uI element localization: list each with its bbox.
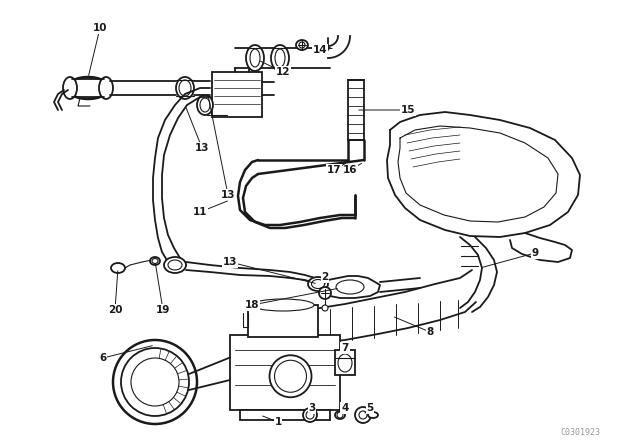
Text: 9: 9	[531, 248, 539, 258]
Ellipse shape	[269, 355, 312, 397]
Circle shape	[322, 305, 328, 311]
Ellipse shape	[152, 258, 158, 263]
Bar	[240, 410, 330, 420]
Ellipse shape	[252, 299, 314, 311]
Ellipse shape	[308, 277, 328, 291]
Ellipse shape	[338, 354, 352, 372]
Bar	[335, 350, 355, 375]
Text: 4: 4	[341, 403, 349, 413]
Ellipse shape	[197, 95, 213, 115]
Circle shape	[113, 340, 197, 424]
Text: 11: 11	[193, 207, 207, 217]
Bar	[230, 335, 340, 410]
Text: 10: 10	[93, 23, 108, 33]
Ellipse shape	[164, 257, 186, 273]
Circle shape	[303, 408, 317, 422]
Ellipse shape	[168, 260, 182, 270]
Ellipse shape	[299, 42, 305, 48]
Circle shape	[359, 411, 367, 419]
Circle shape	[337, 412, 343, 418]
Ellipse shape	[179, 80, 191, 96]
Circle shape	[131, 358, 179, 406]
Ellipse shape	[336, 280, 364, 294]
Text: 13: 13	[195, 143, 209, 153]
Text: C0301923: C0301923	[560, 427, 600, 436]
Text: 6: 6	[99, 353, 107, 363]
Text: 20: 20	[108, 305, 122, 315]
Text: 12: 12	[276, 67, 291, 77]
Text: 3: 3	[308, 403, 316, 413]
Text: 16: 16	[343, 165, 357, 175]
Text: 19: 19	[156, 305, 170, 315]
Circle shape	[355, 407, 371, 423]
Ellipse shape	[200, 98, 210, 112]
Text: 5: 5	[366, 403, 374, 413]
Text: 1: 1	[275, 417, 282, 427]
Circle shape	[306, 411, 314, 419]
Text: 2: 2	[321, 272, 328, 282]
Text: 17: 17	[326, 165, 341, 175]
Bar	[212, 72, 262, 117]
Ellipse shape	[246, 45, 264, 71]
Text: 8: 8	[426, 327, 434, 337]
Ellipse shape	[271, 45, 289, 71]
Ellipse shape	[250, 49, 260, 67]
Ellipse shape	[296, 40, 308, 50]
Ellipse shape	[99, 77, 113, 99]
Text: 15: 15	[401, 105, 415, 115]
Ellipse shape	[275, 49, 285, 67]
Ellipse shape	[67, 77, 109, 99]
Circle shape	[319, 287, 331, 299]
Text: 13: 13	[223, 257, 237, 267]
Bar	[248, 305, 318, 337]
Ellipse shape	[335, 411, 345, 419]
Ellipse shape	[176, 77, 194, 99]
Ellipse shape	[312, 280, 324, 289]
Ellipse shape	[150, 257, 160, 265]
Text: 7: 7	[341, 343, 349, 353]
Circle shape	[121, 348, 189, 416]
Text: 13: 13	[221, 190, 236, 200]
Text: 18: 18	[244, 300, 259, 310]
Ellipse shape	[368, 412, 378, 418]
Ellipse shape	[275, 360, 307, 392]
Text: 14: 14	[313, 45, 327, 55]
Ellipse shape	[63, 77, 77, 99]
Ellipse shape	[111, 263, 125, 273]
Bar	[348, 80, 364, 140]
